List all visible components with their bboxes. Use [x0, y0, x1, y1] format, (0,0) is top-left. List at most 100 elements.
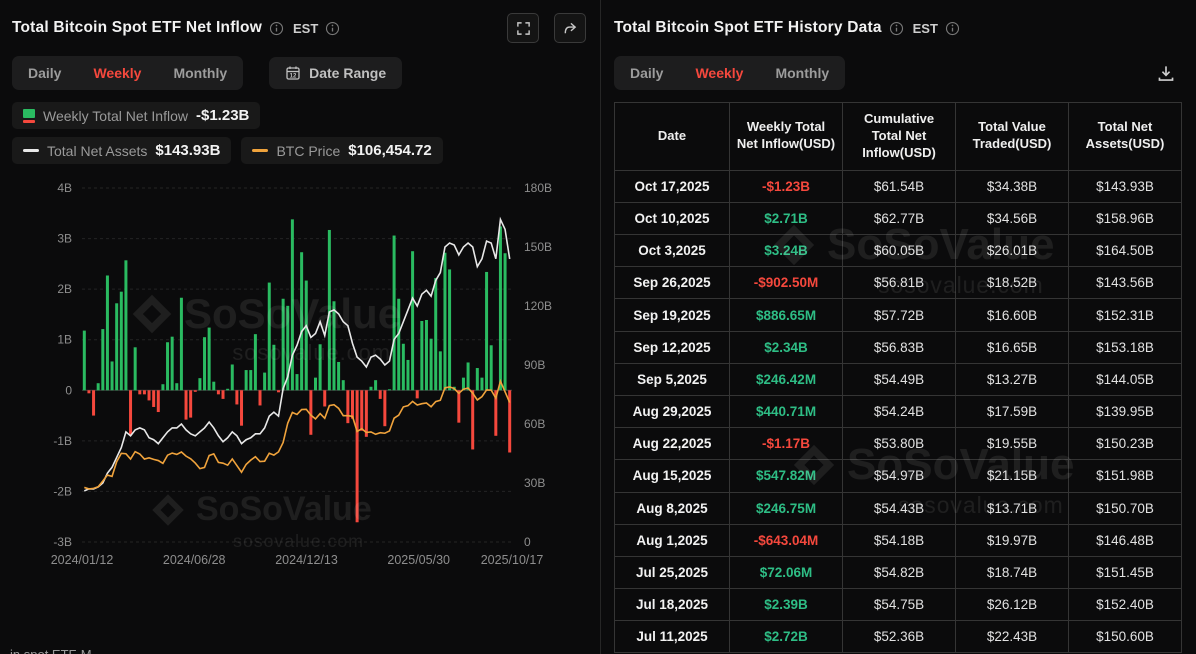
- cumulative-cell: $56.83B: [842, 330, 957, 364]
- assets-cell: $151.98B: [1068, 459, 1182, 493]
- legend-assets-value: $143.93B: [155, 142, 221, 159]
- footer-partial-text: in spot ETF-M: [10, 647, 92, 654]
- y-right-tick: 60B: [524, 417, 545, 431]
- inflow-cell: $2.34B: [729, 330, 844, 364]
- y-right-tick: 180B: [524, 181, 552, 195]
- x-tick: 2025/10/17: [481, 553, 544, 567]
- traded-cell: $21.15B: [955, 459, 1069, 493]
- legend-btc-price[interactable]: BTC Price $106,454.72: [241, 137, 443, 164]
- table-row: Sep 12,2025 $2.34B $56.83B $16.65B $153.18B: [613, 330, 1182, 364]
- inflow-bars: [82, 219, 512, 523]
- download-button[interactable]: [1150, 63, 1182, 84]
- table-row: Aug 1,2025 -$643.04M $54.18B $19.97B $146.48…: [613, 523, 1182, 557]
- assets-cell: $150.70B: [1068, 491, 1182, 525]
- assets-cell: $144.05B: [1068, 362, 1182, 396]
- cumulative-cell: $54.49B: [842, 362, 957, 396]
- y-right-tick: 30B: [524, 476, 545, 490]
- table-row: Aug 29,2025 $440.71M $54.24B $17.59B $139.95…: [613, 394, 1182, 429]
- column-header: Date: [613, 102, 731, 171]
- inflow-cell: $886.65M: [729, 298, 844, 332]
- inflow-cell: $2.39B: [729, 588, 844, 622]
- date-cell: Jul 25,2025: [613, 555, 731, 590]
- timezone-info-icon[interactable]: [325, 21, 340, 36]
- date-cell: Aug 8,2025: [613, 491, 731, 525]
- tab-weekly[interactable]: Weekly: [695, 65, 744, 81]
- inflow-cell: $2.71B: [729, 201, 844, 236]
- legend-inflow-value: -$1.23B: [196, 107, 250, 124]
- history-table-container[interactable]: Date Weekly Total Net Inflow(USD) Cumulati…: [613, 102, 1182, 654]
- net-inflow-chart-container[interactable]: 4B 3B 2B 1B 0 -1B -2B -3B 180B 150B 120B 90B 60B 30B 0…: [12, 170, 586, 577]
- history-data-title: Total Bitcoin Spot ETF History Data: [614, 19, 882, 36]
- info-icon[interactable]: [269, 21, 284, 36]
- legend-assets-label: Total Net Assets: [47, 142, 148, 159]
- y-left-tick: -2B: [53, 484, 72, 498]
- tab-monthly[interactable]: Monthly: [775, 65, 830, 81]
- traded-cell: $34.56B: [955, 201, 1069, 236]
- net-inflow-title: Total Bitcoin Spot ETF Net Inflow: [12, 19, 262, 36]
- assets-cell: $139.95B: [1068, 394, 1182, 429]
- tab-daily[interactable]: Daily: [28, 65, 62, 81]
- cumulative-cell: $57.72B: [842, 298, 957, 332]
- inflow-cell: -$902.50M: [729, 266, 844, 300]
- cumulative-cell: $54.75B: [842, 588, 957, 622]
- assets-cell: $153.18B: [1068, 330, 1182, 364]
- assets-cell: $143.93B: [1068, 169, 1182, 203]
- y-right-tick: 0: [524, 535, 531, 549]
- assets-line-icon: [23, 149, 39, 152]
- cumulative-cell: $52.36B: [842, 620, 957, 654]
- chart-controls: Daily Weekly Monthly 12 Date Range: [12, 56, 586, 90]
- y-right-tick: 120B: [524, 299, 552, 313]
- history-data-header: Total Bitcoin Spot ETF History Data EST: [614, 12, 1182, 44]
- fullscreen-button[interactable]: [507, 13, 539, 43]
- assets-cell: $158.96B: [1068, 201, 1182, 236]
- tab-daily[interactable]: Daily: [630, 65, 664, 81]
- assets-cell: $151.45B: [1068, 555, 1182, 590]
- table-row: Oct 17,2025 -$1.23B $61.54B $34.38B $143.93B: [613, 169, 1182, 203]
- date-range-button[interactable]: 12 Date Range: [269, 57, 403, 89]
- info-icon[interactable]: [889, 21, 904, 36]
- traded-cell: $13.71B: [955, 491, 1069, 525]
- x-tick: 2024/12/13: [275, 553, 338, 567]
- timezone-info-icon[interactable]: [945, 21, 960, 36]
- legend-total-net-assets[interactable]: Total Net Assets $143.93B: [12, 137, 232, 164]
- btc-line-icon: [252, 149, 269, 152]
- table-row: Aug 22,2025 -$1.17B $53.80B $19.55B $150.23B: [613, 427, 1182, 461]
- column-header: Weekly Total Net Inflow(USD): [729, 102, 844, 171]
- date-cell: Jul 11,2025: [613, 620, 731, 654]
- net-inflow-chart[interactable]: 4B 3B 2B 1B 0 -1B -2B -3B 180B 150B 120B 90B 60B 30B 0…: [12, 170, 584, 572]
- assets-cell: $152.31B: [1068, 298, 1182, 332]
- y-left-tick: 1B: [57, 333, 72, 347]
- traded-cell: $19.97B: [955, 523, 1069, 557]
- timezone-label: EST: [292, 20, 319, 36]
- total-net-assets-line: [83, 216, 511, 492]
- inflow-cell: $2.72B: [729, 620, 844, 654]
- table-row: Sep 5,2025 $246.42M $54.49B $13.27B $144.05B: [613, 362, 1182, 396]
- y-left-tick: -3B: [53, 535, 72, 549]
- assets-cell: $143.56B: [1068, 266, 1182, 300]
- traded-cell: $26.12B: [955, 588, 1069, 622]
- date-cell: Oct 3,2025: [613, 234, 731, 268]
- btc-price-line: [84, 378, 511, 490]
- timezone-label: EST: [912, 20, 938, 36]
- tab-monthly[interactable]: Monthly: [173, 65, 228, 81]
- y-left-tick: 4B: [57, 181, 72, 195]
- table-row: Sep 19,2025 $886.65M $57.72B $16.60B $152.31…: [613, 298, 1182, 332]
- inflow-cell: $246.75M: [729, 491, 844, 525]
- legend-inflow[interactable]: Weekly Total Net Inflow -$1.23B: [12, 102, 261, 129]
- assets-cell: $152.40B: [1068, 588, 1182, 622]
- history-table: Date Weekly Total Net Inflow(USD) Cumulati…: [613, 102, 1182, 654]
- traded-cell: $13.27B: [955, 362, 1069, 396]
- table-row: Sep 26,2025 -$902.50M $56.81B $18.52B $143.5…: [613, 266, 1182, 300]
- y-left-tick: -1B: [53, 434, 72, 448]
- date-cell: Oct 17,2025: [613, 169, 731, 203]
- y-left-tick: 3B: [57, 232, 72, 246]
- share-button[interactable]: [554, 13, 586, 43]
- table-controls: Daily Weekly Monthly: [614, 56, 1182, 90]
- traded-cell: $16.60B: [955, 298, 1069, 332]
- date-cell: Oct 10,2025: [613, 201, 731, 236]
- inflow-cell: $547.82M: [729, 459, 844, 493]
- date-cell: Sep 19,2025: [613, 298, 731, 332]
- cumulative-cell: $62.77B: [842, 201, 957, 236]
- right-period-tabs: Daily Weekly Monthly: [614, 56, 846, 90]
- tab-weekly[interactable]: Weekly: [93, 65, 142, 81]
